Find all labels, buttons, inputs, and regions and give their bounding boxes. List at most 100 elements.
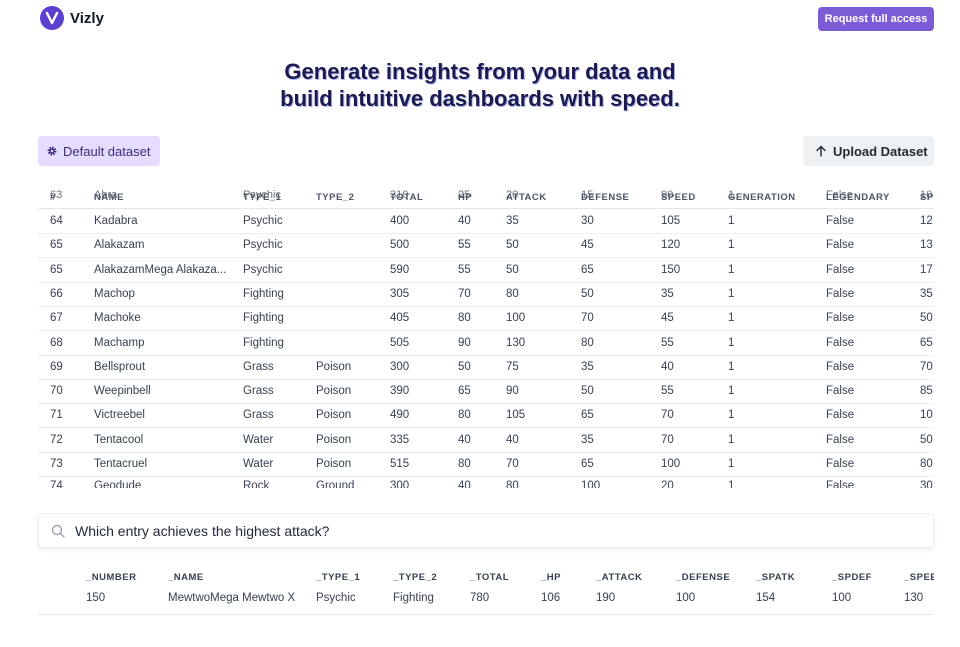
table-cell: 300: [390, 480, 410, 488]
arrow-up-icon: [816, 145, 826, 157]
result-cell: 106: [541, 592, 561, 604]
table-row[interactable]: 72 Tentacool Water Poison 335 40 40 35 70 1 False 5…: [38, 429, 934, 453]
result-column-header: _TOTAL: [470, 572, 510, 583]
table-cell: Water: [243, 433, 274, 446]
result-header: _NUMBER _NAME _TYPE_1 _TYPE_2 _TOTAL _HP _ATTA…: [38, 572, 934, 588]
table-cell: 75: [506, 360, 519, 373]
table-row[interactable]: 68 Machamp Fighting 505 90 130 80 55 1 False 65: [38, 332, 934, 356]
brand-logo[interactable]: Vizly: [40, 6, 104, 30]
default-dataset-button[interactable]: Default dataset: [38, 136, 160, 166]
table-cell: Weepinbell: [94, 385, 151, 398]
hero-line-2: build intuitive dashboards with speed.: [280, 86, 680, 111]
table-row[interactable]: 64 Kadabra Psychic 400 40 35 30 105 1 False 12: [38, 210, 934, 234]
hero-heading: Generate insights from your data and bui…: [0, 58, 960, 112]
table-cell: 10: [920, 409, 933, 422]
search-query[interactable]: Which entry achieves the highest attack?: [75, 523, 330, 539]
table-cell: Psychic: [243, 189, 281, 201]
table-cell: 40: [458, 480, 471, 488]
table-cell: 12: [920, 215, 933, 227]
column-header: SP: [920, 192, 934, 203]
table-cell: 130: [506, 336, 526, 349]
hero-line-1: Generate insights from your data and: [284, 59, 676, 84]
search-bar[interactable]: Which entry achieves the highest attack?: [38, 513, 934, 548]
table-cell: Poison: [316, 385, 352, 398]
table-cell: 1: [728, 215, 735, 227]
table-cell: 80: [506, 287, 519, 300]
table-cell: Machoke: [94, 312, 141, 325]
table-cell: 65: [581, 409, 594, 422]
result-cell: 150: [86, 592, 106, 604]
table-cell: False: [826, 312, 855, 325]
table-cell: 63: [50, 189, 63, 201]
column-header: DEFENSE: [581, 192, 630, 203]
table-cell: 71: [50, 409, 63, 422]
data-table[interactable]: 63 Abra Psychic 310 25 20 15 90 1 False 10 # NAME TY…: [38, 180, 934, 488]
table-row[interactable]: 66 Machop Fighting 305 70 80 50 35 1 False 35: [38, 283, 934, 307]
request-access-button[interactable]: Request full access: [818, 7, 934, 31]
table-cell: Grass: [243, 385, 274, 398]
result-column-header: _NAME: [168, 572, 204, 583]
table-cell: 105: [661, 215, 681, 227]
table-row[interactable]: 67 Machoke Fighting 405 80 100 70 45 1 False 50: [38, 307, 934, 332]
table-cell: 55: [458, 239, 471, 252]
table-cell: 55: [661, 336, 674, 349]
table-cell: 1: [728, 263, 735, 276]
table-cell: 1: [728, 385, 735, 398]
table-row[interactable]: 74 Geodude Rock Ground 300 40 80 100 20 1 False 30: [38, 480, 934, 488]
table-cell: 67: [50, 312, 63, 325]
table-cell: 65: [581, 263, 594, 276]
upload-dataset-label: Upload Dataset: [833, 143, 928, 159]
table-cell: Machop: [94, 287, 135, 300]
table-cell: 90: [506, 385, 519, 398]
table-cell: 590: [390, 263, 410, 276]
table-cell: 1: [728, 409, 735, 422]
table-row[interactable]: 71 Victreebel Grass Poison 490 80 105 65 70 1 Fals…: [38, 404, 934, 429]
table-cell: Fighting: [243, 287, 284, 300]
table-cell: Grass: [243, 409, 274, 422]
column-header: TYPE_2: [316, 192, 355, 203]
result-column-header: _HP: [541, 572, 561, 583]
table-cell: 55: [661, 385, 674, 398]
result-table: _NUMBER _NAME _TYPE_1 _TYPE_2 _TOTAL _HP _ATTA…: [38, 572, 934, 616]
table-cell: 405: [390, 312, 410, 325]
table-cell: False: [826, 480, 855, 488]
table-row[interactable]: 70 Weepinbell Grass Poison 390 65 90 50 55 1 False…: [38, 380, 934, 405]
table-cell: 65: [50, 239, 63, 252]
table-cell: 80: [506, 480, 519, 488]
table-cell: Poison: [316, 409, 352, 422]
table-cell: Victreebel: [94, 409, 145, 422]
result-cell: MewtwoMega Mewtwo X: [168, 592, 296, 604]
table-cell: 70: [661, 409, 674, 422]
table-cell: False: [826, 458, 855, 470]
table-cell: 505: [390, 336, 410, 349]
result-row[interactable]: 150 MewtwoMega Mewtwo X Psychic Fighting 780…: [38, 592, 934, 615]
column-header: SPEED: [661, 192, 696, 203]
table-cell: 13: [920, 239, 933, 252]
result-cell: Fighting: [393, 592, 434, 604]
table-cell: 515: [390, 458, 410, 470]
table-cell: 30: [581, 215, 594, 227]
table-cell: 500: [390, 239, 410, 252]
table-cell: 100: [661, 458, 681, 470]
table-cell: False: [826, 433, 855, 446]
table-cell: False: [826, 287, 855, 300]
column-header: ATTACK: [506, 192, 547, 203]
table-cell: 335: [390, 433, 410, 446]
table-row[interactable]: 73 Tentacruel Water Poison 515 80 70 65 100 1 Fals…: [38, 453, 934, 477]
table-cell: 65: [920, 336, 933, 349]
table-cell: 35: [581, 360, 594, 373]
table-cell: 40: [506, 433, 519, 446]
table-row[interactable]: 69 Bellsprout Grass Poison 300 50 75 35 40 1 False…: [38, 356, 934, 380]
table-cell: 85: [920, 385, 933, 398]
table-cell: False: [826, 385, 855, 398]
table-row[interactable]: 65 Alakazam Psychic 500 55 50 45 120 1 False 13: [38, 234, 934, 259]
table-cell: 35: [661, 287, 674, 300]
table-cell: Water: [243, 458, 274, 470]
table-cell: 1: [728, 336, 735, 349]
upload-dataset-button[interactable]: Upload Dataset: [803, 136, 934, 166]
table-row[interactable]: 65 AlakazamMega Alakaza... Psychic 590 55 50 6…: [38, 259, 934, 283]
table-cell: Geodude: [94, 480, 142, 488]
table-cell: 80: [920, 458, 933, 470]
table-cell: 40: [458, 433, 471, 446]
column-header: NAME: [94, 192, 124, 203]
